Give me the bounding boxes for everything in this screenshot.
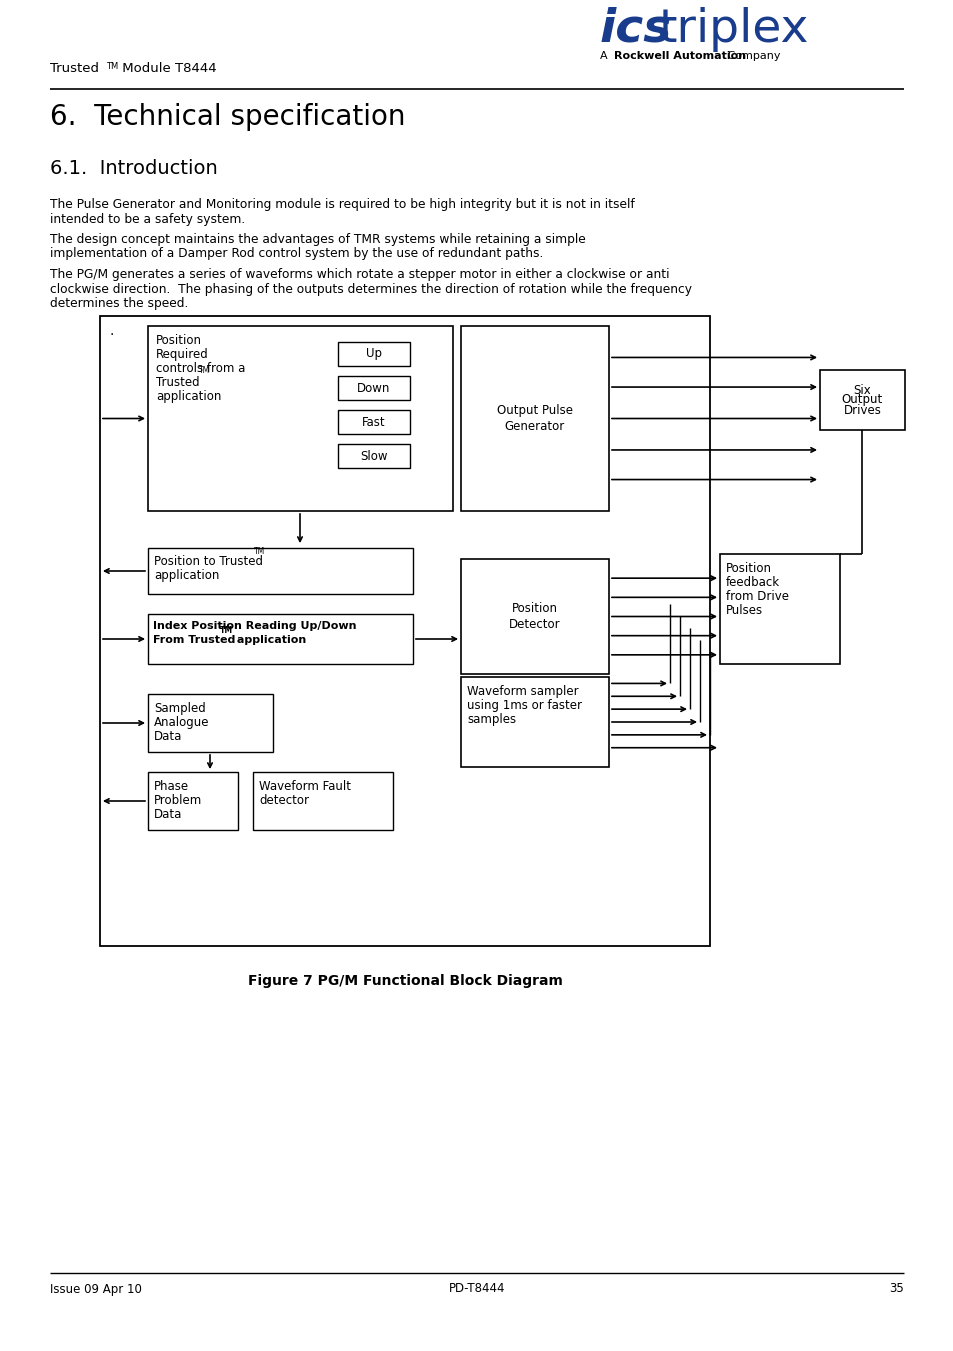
Bar [820,370,904,430]
Text: 35: 35 [888,1282,903,1296]
Text: controls from a: controls from a [156,362,245,376]
Text: Slow: Slow [360,450,387,462]
Bar [148,771,237,830]
Bar [148,694,273,753]
Text: TM: TM [253,547,265,557]
Text: detector: detector [258,794,309,807]
Bar [720,554,840,663]
Text: Waveform sampler: Waveform sampler [467,685,578,698]
Bar [460,559,608,674]
Text: samples: samples [467,713,516,725]
Text: Position: Position [725,562,771,576]
Text: .: . [110,324,114,338]
Text: Six: Six [853,384,870,396]
Text: Trusted: Trusted [50,62,99,76]
Text: Down: Down [357,381,391,394]
Text: A: A [599,51,611,61]
Bar [148,326,453,511]
Text: determines the speed.: determines the speed. [50,297,188,309]
Text: Up: Up [366,347,381,361]
Text: ics: ics [599,7,672,51]
Bar [100,316,709,946]
Text: intended to be a safety system.: intended to be a safety system. [50,212,245,226]
Text: Output Pulse: Output Pulse [497,404,573,417]
Text: Position to Trusted: Position to Trusted [153,555,263,567]
Text: application: application [153,569,219,582]
Text: Figure 7 PG/M Functional Block Diagram: Figure 7 PG/M Functional Block Diagram [247,974,562,988]
Text: using 1ms or faster: using 1ms or faster [467,698,581,712]
Bar [148,549,413,594]
Text: TM: TM [106,62,118,72]
Bar [460,677,608,767]
Text: application: application [233,635,306,644]
Text: Waveform Fault: Waveform Fault [258,780,351,793]
Text: The Pulse Generator and Monitoring module is required to be high integrity but i: The Pulse Generator and Monitoring modul… [50,199,634,211]
Text: Fast: Fast [362,416,385,428]
Text: Position: Position [156,334,202,347]
Text: Index Position Reading Up/Down: Index Position Reading Up/Down [152,621,356,631]
Bar [337,376,410,400]
Text: Phase: Phase [153,780,189,793]
Text: TM: TM [199,366,210,376]
Bar [460,326,608,511]
Text: Detector: Detector [509,617,560,631]
Text: Rockwell Automation: Rockwell Automation [614,51,745,61]
Bar [148,613,413,663]
Text: Data: Data [153,808,182,821]
Text: Output: Output [841,393,882,407]
Bar [337,444,410,467]
Text: The design concept maintains the advantages of TMR systems while retaining a sim: The design concept maintains the advanta… [50,232,585,246]
Text: 6.1.  Introduction: 6.1. Introduction [50,159,217,178]
Text: application: application [156,390,221,403]
Text: Generator: Generator [504,420,564,434]
Text: feedback: feedback [725,576,780,589]
Text: Position: Position [512,603,558,615]
Text: triplex: triplex [659,7,809,51]
Text: TM: TM [220,626,233,635]
Text: Trusted: Trusted [156,376,199,389]
Text: The PG/M generates a series of waveforms which rotate a stepper motor in either : The PG/M generates a series of waveforms… [50,267,669,281]
Text: Issue 09 Apr 10: Issue 09 Apr 10 [50,1282,142,1296]
Text: Pulses: Pulses [725,604,762,617]
Text: 6.  Technical specification: 6. Technical specification [50,103,405,131]
Text: Module T8444: Module T8444 [118,62,216,76]
Text: clockwise direction.  The phasing of the outputs determines the direction of rot: clockwise direction. The phasing of the … [50,282,691,296]
Text: from Drive: from Drive [725,590,788,603]
Text: Company: Company [723,51,780,61]
Bar [337,342,410,366]
Text: Problem: Problem [153,794,202,807]
Bar [253,771,393,830]
Bar [337,409,410,434]
Text: PD-T8444: PD-T8444 [448,1282,505,1296]
Text: Sampled: Sampled [153,703,206,715]
Text: implementation of a Damper Rod control system by the use of redundant paths.: implementation of a Damper Rod control s… [50,247,543,261]
Text: From Trusted: From Trusted [152,635,235,644]
Text: Analogue: Analogue [153,716,210,730]
Text: Data: Data [153,730,182,743]
Text: Drives: Drives [842,404,881,416]
Text: Required: Required [156,349,209,361]
